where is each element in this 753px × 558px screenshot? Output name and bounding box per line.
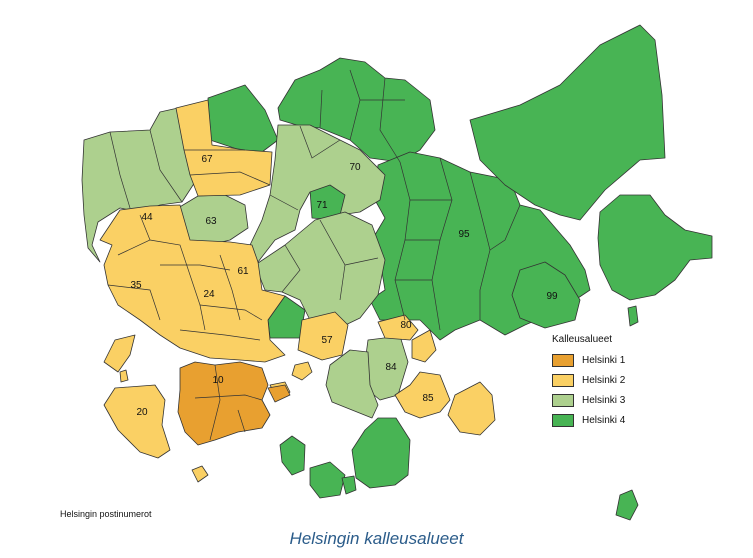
district-label-57: 57 xyxy=(321,335,333,346)
district-labels: 67 70 71 44 63 95 35 61 24 99 80 57 84 1… xyxy=(130,154,558,418)
district-boundaries xyxy=(107,69,521,441)
harbour-islet xyxy=(267,384,291,403)
district-label-44: 44 xyxy=(141,212,153,223)
legend-swatch xyxy=(552,373,574,387)
legend-label: Helsinki 3 xyxy=(582,394,626,406)
district-label-84: 84 xyxy=(385,362,397,373)
legend-item-helsinki-4: Helsinki 4 xyxy=(552,410,625,430)
district-label-80: 80 xyxy=(400,320,412,331)
district-70-area xyxy=(249,124,386,263)
district-label-61: 61 xyxy=(237,266,249,277)
source-note: Helsingin postinumerot xyxy=(60,509,152,519)
legend-label: Helsinki 4 xyxy=(582,414,626,426)
west-island xyxy=(103,334,136,373)
north-district xyxy=(207,84,279,153)
district-label-67: 67 xyxy=(201,154,213,165)
legend-title: Kalleusalueet xyxy=(552,334,613,345)
district-20 xyxy=(103,384,171,459)
south-east-peninsula xyxy=(325,349,379,419)
district-80-east xyxy=(411,329,437,363)
island-small-east xyxy=(627,305,639,327)
legend-item-helsinki-2: Helsinki 2 xyxy=(552,370,625,390)
legend-item-helsinki-1: Helsinki 1 xyxy=(552,350,625,370)
island-small-west xyxy=(119,369,129,383)
island-center-south xyxy=(291,361,313,381)
legend-item-helsinki-3: Helsinki 3 xyxy=(552,390,625,410)
east-island xyxy=(597,194,713,301)
island-south-2 xyxy=(309,461,346,499)
zone-1-regions xyxy=(177,361,291,446)
island-small-south xyxy=(191,465,209,483)
legend-swatch xyxy=(552,413,574,427)
district-85 xyxy=(394,371,451,419)
district-label-71: 71 xyxy=(316,200,328,211)
district-57 xyxy=(297,311,349,361)
map-caption: Helsingin kalleusalueet xyxy=(289,529,464,548)
legend-swatch xyxy=(552,353,574,367)
east-yellow-island xyxy=(447,381,496,436)
central-corridor xyxy=(254,211,386,331)
district-label-99: 99 xyxy=(546,291,558,302)
district-10-center xyxy=(177,361,271,446)
district-label-10: 10 xyxy=(212,375,224,386)
legend-swatch xyxy=(552,393,574,407)
district-label-70: 70 xyxy=(349,162,361,173)
map-legend: Kalleusalueet Helsinki 1 Helsinki 2 Hels… xyxy=(552,334,625,430)
district-label-35: 35 xyxy=(130,280,142,291)
district-label-85: 85 xyxy=(422,393,434,404)
south-island-large xyxy=(351,417,411,489)
island-west-1 xyxy=(279,435,306,476)
island-south-3 xyxy=(341,475,357,495)
district-label-24: 24 xyxy=(203,289,215,300)
district-80 xyxy=(377,314,419,341)
district-label-95: 95 xyxy=(458,229,470,240)
legend-label: Helsinki 1 xyxy=(582,354,626,366)
district-label-20: 20 xyxy=(136,407,148,418)
island-far-south xyxy=(615,489,639,521)
far-east-district xyxy=(469,24,666,221)
district-99 xyxy=(511,261,581,329)
legend-label: Helsinki 2 xyxy=(582,374,626,386)
zone-4-regions xyxy=(207,24,713,521)
district-label-63: 63 xyxy=(205,216,217,227)
